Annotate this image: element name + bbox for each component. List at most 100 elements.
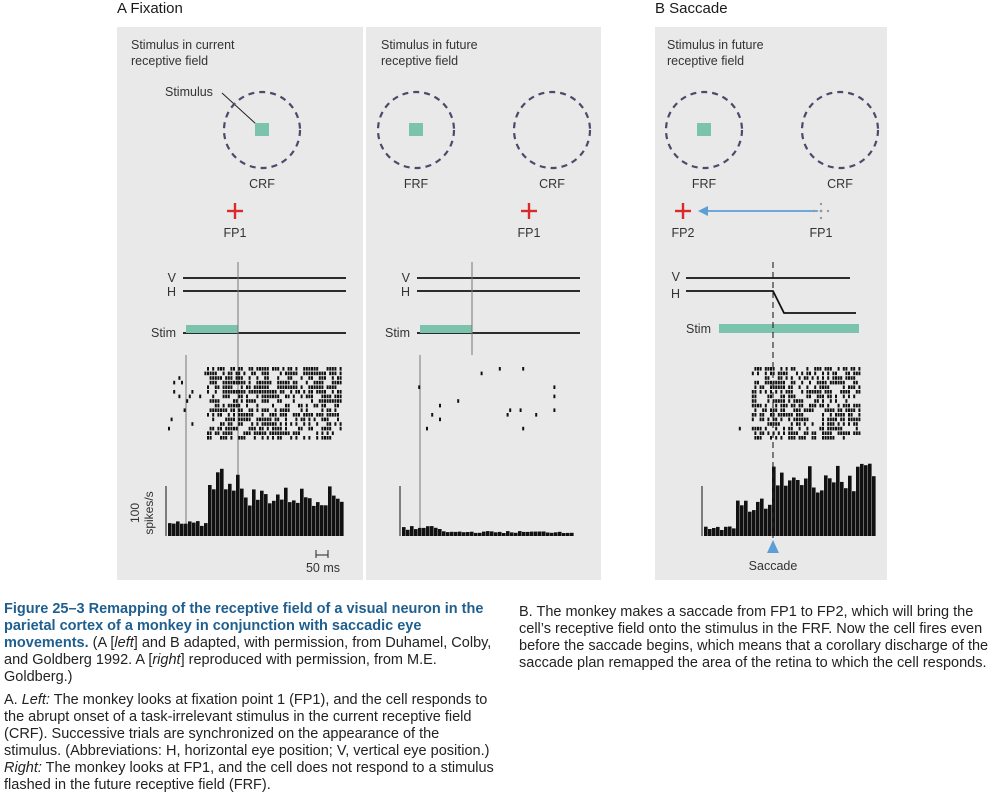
- raster-tick: [290, 390, 293, 394]
- raster-tick: [767, 376, 770, 380]
- a-right-heading-1: Stimulus in future: [381, 38, 478, 52]
- raster-tick: [279, 399, 282, 403]
- raster-tick: [303, 422, 306, 426]
- raster-tick: [801, 371, 804, 376]
- histogram-bar: [494, 532, 498, 536]
- raster-tick: [311, 385, 313, 389]
- raster-tick: [279, 385, 282, 389]
- b-heading-2: receptive field: [667, 54, 744, 68]
- raster-tick: [305, 367, 308, 371]
- raster-tick: [222, 390, 225, 394]
- raster-tick: [845, 403, 848, 408]
- raster-tick: [832, 408, 835, 412]
- raster-tick: [305, 380, 308, 385]
- raster-tick: [770, 380, 772, 385]
- raster-tick: [806, 426, 809, 431]
- histogram-bar: [490, 531, 494, 536]
- raster-tick: [855, 431, 858, 435]
- raster-tick: [829, 413, 832, 417]
- raster-tick: [845, 431, 848, 435]
- raster-tick: [316, 380, 319, 385]
- histogram-bar: [434, 527, 438, 536]
- raster-tick: [269, 431, 272, 435]
- raster-tick: [777, 380, 780, 385]
- raster-tick: [767, 394, 770, 399]
- histogram-bar: [864, 465, 868, 536]
- histogram-bar: [860, 463, 864, 536]
- raster-tick: [850, 367, 853, 371]
- raster-tick: [798, 399, 801, 403]
- raster-tick: [793, 367, 796, 371]
- histogram-bar: [824, 475, 828, 536]
- raster-tick: [266, 399, 269, 403]
- raster-tick: [212, 426, 215, 431]
- histogram-bar: [788, 480, 792, 536]
- raster-tick: [238, 436, 241, 440]
- raster-tick: [326, 399, 329, 403]
- histogram-bar: [300, 488, 304, 536]
- raster-tick: [806, 367, 809, 371]
- histogram-bar: [716, 526, 720, 536]
- raster-tick: [282, 413, 285, 417]
- raster-tick: [290, 376, 293, 380]
- raster-tick: [329, 394, 332, 399]
- yaxis-value: 100: [128, 503, 142, 523]
- raster-tick: [214, 408, 217, 412]
- raster-tick: [285, 371, 287, 376]
- raster-tick: [256, 417, 259, 422]
- raster-tick: [832, 380, 835, 385]
- raster-tick: [418, 385, 421, 389]
- raster-tick: [798, 422, 801, 426]
- raster-tick: [311, 371, 313, 376]
- raster-tick: [222, 436, 225, 440]
- raster-tick: [339, 390, 342, 394]
- histogram-bar: [304, 497, 308, 536]
- raster-tick: [308, 426, 311, 431]
- raster-tick: [801, 399, 804, 403]
- raster-tick: [248, 399, 251, 403]
- raster-tick: [209, 376, 212, 380]
- raster-tick: [300, 394, 303, 399]
- raster-tick: [337, 376, 339, 380]
- raster-tick: [305, 394, 308, 399]
- raster-tick: [788, 390, 791, 394]
- raster-tick: [334, 422, 337, 426]
- figure-caption-title: Figure 25–3 Remapping of the receptive f…: [4, 601, 496, 686]
- raster-tick: [814, 390, 817, 394]
- raster-tick: [790, 426, 793, 431]
- credit-right: right: [152, 652, 181, 668]
- raster-tick: [261, 436, 264, 440]
- raster-tick: [214, 385, 217, 389]
- raster-tick: [207, 413, 209, 417]
- raster-tick: [842, 367, 845, 371]
- raster-tick: [282, 390, 285, 394]
- raster-tick: [238, 408, 241, 412]
- raster-tick: [282, 385, 285, 389]
- raster-tick: [324, 403, 326, 408]
- raster-tick: [251, 426, 254, 431]
- raster-tick: [230, 436, 233, 440]
- caption-a-4: ). Successive trials are synchronized on…: [4, 726, 440, 759]
- raster-tick: [331, 376, 334, 380]
- raster-tick: [811, 376, 814, 380]
- raster-tick: [251, 390, 254, 394]
- raster-tick: [318, 399, 321, 403]
- raster-tick: [848, 390, 850, 394]
- raster-tick: [757, 436, 759, 440]
- raster-tick: [259, 380, 261, 385]
- raster-tick: [240, 385, 243, 389]
- raster-tick: [788, 413, 791, 417]
- raster-tick: [230, 426, 233, 431]
- raster-tick: [287, 376, 290, 380]
- raster-tick: [783, 413, 785, 417]
- caption-a-fp1: FP1: [293, 692, 321, 708]
- raster-tick: [853, 380, 856, 385]
- raster-tick: [240, 436, 243, 440]
- raster-tick: [303, 417, 306, 422]
- raster-tick: [770, 385, 772, 389]
- raster-tick: [845, 376, 848, 380]
- raster-tick: [439, 417, 441, 422]
- raster-tick: [240, 399, 243, 403]
- raster-tick: [819, 367, 822, 371]
- histogram-bar: [518, 531, 522, 536]
